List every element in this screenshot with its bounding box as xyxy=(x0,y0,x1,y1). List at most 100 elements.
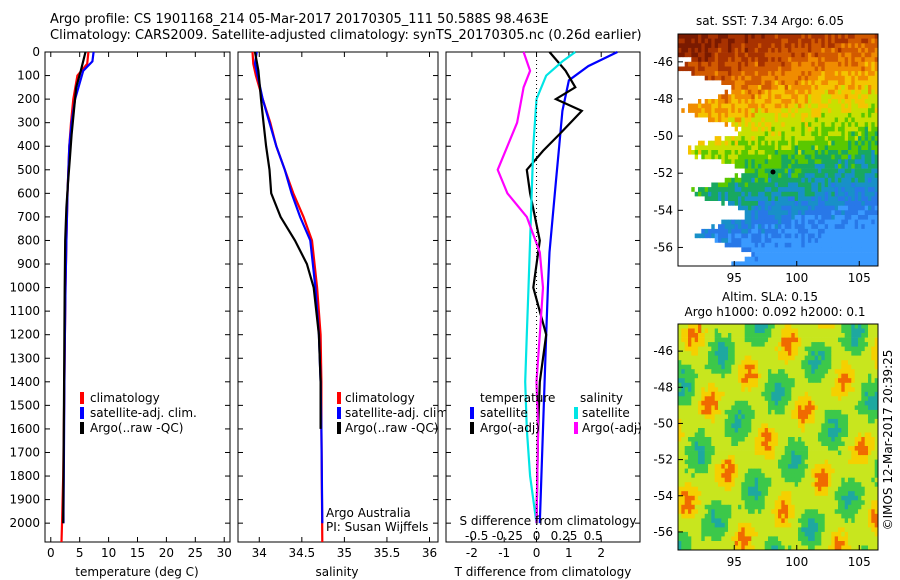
sla-map-subtitle: Argo h1000: 0.092 h2000: 0.1 xyxy=(685,305,866,319)
salinity-xtick-label: 36 xyxy=(422,546,437,560)
temperature-xtick-label: 5 xyxy=(76,546,84,560)
temperature-legend-label: Argo(..raw -QC) xyxy=(90,421,183,435)
temperature-ytick-label: 500 xyxy=(17,163,40,177)
temperature-ytick-label: 300 xyxy=(17,116,40,130)
temperature-legend-swatch xyxy=(80,422,84,434)
temperature-ytick-label: 1000 xyxy=(9,281,40,295)
sla-map-frame xyxy=(677,323,879,551)
sla-map-ytick-label: -52 xyxy=(653,453,673,467)
difference-legend-label: satellite xyxy=(480,406,528,420)
difference-legend-swatch xyxy=(470,407,474,419)
difference-xlabel: T difference from climatology xyxy=(454,565,632,579)
sst-map-xtick-label: 95 xyxy=(727,271,742,285)
difference-s-tick-label: -0.5 xyxy=(465,529,488,543)
temperature-xtick-label: 30 xyxy=(217,546,232,560)
temperature-legend-label: climatology xyxy=(90,391,160,405)
sla-map-xtick-label: 95 xyxy=(727,555,742,569)
temperature-ytick-label: 100 xyxy=(17,69,40,83)
sst-map-title: sat. SST: 7.34 Argo: 6.05 xyxy=(696,14,844,28)
temperature-ytick-label: 800 xyxy=(17,233,40,247)
sla-map-ytick-label: -56 xyxy=(653,525,673,539)
difference-legend-swatch xyxy=(470,422,474,434)
salinity-legend-label: Argo(..raw -QC) xyxy=(345,421,438,435)
salinity-legend-label: satellite-adj. clim. xyxy=(345,406,452,420)
temperature-ytick-label: 1800 xyxy=(9,469,40,483)
temperature-frame xyxy=(44,51,231,543)
difference-xlabel-top: S difference from climatology xyxy=(460,514,637,528)
difference-legend-salinity-title: salinity xyxy=(580,391,623,405)
salinity-frame xyxy=(237,51,439,543)
difference-xtick-label: 2 xyxy=(597,546,605,560)
difference-series-salinity-satellite xyxy=(524,51,576,524)
sst-map-panel xyxy=(678,34,879,267)
difference-s-tick-label: 0 xyxy=(533,529,541,543)
salinity-series-argo-raw-qc- xyxy=(253,51,322,429)
temperature-ytick-label: 1100 xyxy=(9,304,40,318)
sst-map-argo-marker xyxy=(770,169,776,175)
difference-xtick-label: -2 xyxy=(466,546,478,560)
sst-map-ytick-label: -54 xyxy=(653,203,673,217)
salinity-xtick-label: 34.5 xyxy=(288,546,315,560)
temperature-series-argo-raw-qc- xyxy=(62,51,87,524)
sla-map-ytick-label: -46 xyxy=(653,344,673,358)
temperature-xtick-label: 10 xyxy=(101,546,116,560)
temperature-ytick-label: 1300 xyxy=(9,351,40,365)
temperature-legend-swatch xyxy=(80,392,84,404)
difference-s-tick-label: 0.25 xyxy=(551,529,578,543)
credit-text: ©IMOS 12-Mar-2017 20:39:25 xyxy=(881,350,895,531)
difference-legend-label: Argo(-adj) xyxy=(582,421,642,435)
temperature-xtick-label: 15 xyxy=(130,546,145,560)
sst-map-xtick-label: 100 xyxy=(785,271,808,285)
temperature-ytick-label: 400 xyxy=(17,139,40,153)
temperature-ytick-label: 1200 xyxy=(9,328,40,342)
sst-map-ytick-label: -56 xyxy=(653,240,673,254)
salinity-xtick-label: 35.5 xyxy=(374,546,401,560)
temperature-xtick-label: 0 xyxy=(47,546,55,560)
salinity-annotation-institution: Argo Australia xyxy=(326,506,411,520)
temperature-legend-label: satellite-adj. clim. xyxy=(90,406,197,420)
difference-series-temperature-argo-adj- xyxy=(525,51,584,524)
sla-map-ytick-label: -50 xyxy=(653,416,673,430)
sla-map-panel xyxy=(678,324,879,551)
title-line-2: Climatology: CARS2009. Satellite-adjuste… xyxy=(50,28,642,43)
salinity-legend-label: climatology xyxy=(345,391,415,405)
sla-map-title: Altim. SLA: 0.15 xyxy=(722,290,818,304)
difference-series-temperature-satellite xyxy=(538,51,618,524)
difference-xtick-label: 1 xyxy=(565,546,573,560)
salinity-legend-swatch xyxy=(337,392,341,404)
sla-map-xtick-label: 105 xyxy=(848,555,871,569)
sst-map-xtick-label: 105 xyxy=(848,271,871,285)
difference-legend-swatch xyxy=(574,422,578,434)
temperature-legend-swatch xyxy=(80,407,84,419)
temperature-ytick-label: 1700 xyxy=(9,445,40,459)
sla-map-xtick-label: 100 xyxy=(785,555,808,569)
salinity-xlabel: salinity xyxy=(315,565,358,579)
temperature-ytick-label: 200 xyxy=(17,92,40,106)
sst-map-ytick-label: -46 xyxy=(653,55,673,69)
salinity-legend-swatch xyxy=(337,407,341,419)
difference-legend-label: Argo(-adj) xyxy=(480,421,540,435)
difference-xtick-label: -1 xyxy=(498,546,510,560)
sst-map-frame xyxy=(677,33,879,267)
salinity-legend-swatch xyxy=(337,422,341,434)
temperature-xtick-label: 20 xyxy=(159,546,174,560)
sla-map-ytick-label: -48 xyxy=(653,380,673,394)
salinity-xtick-label: 34 xyxy=(252,546,267,560)
difference-series-salinity-argo-adj- xyxy=(496,51,545,524)
temperature-ytick-label: 1900 xyxy=(9,493,40,507)
sst-map-ytick-label: -52 xyxy=(653,166,673,180)
temperature-xtick-label: 25 xyxy=(188,546,203,560)
temperature-ytick-label: 1500 xyxy=(9,398,40,412)
temperature-ytick-label: 700 xyxy=(17,210,40,224)
title-line-1: Argo profile: CS 1901168_214 05-Mar-2017… xyxy=(50,12,549,27)
temperature-ytick-label: 900 xyxy=(17,257,40,271)
temperature-ytick-label: 0 xyxy=(32,45,40,59)
difference-s-tick-label: -0.25 xyxy=(492,529,523,543)
difference-xtick-label: 0 xyxy=(533,546,541,560)
difference-legend-swatch xyxy=(574,407,578,419)
temperature-ytick-label: 1400 xyxy=(9,375,40,389)
temperature-ytick-label: 2000 xyxy=(9,516,40,530)
sst-map-ytick-label: -50 xyxy=(653,129,673,143)
sla-map-ytick-label: -54 xyxy=(653,489,673,503)
